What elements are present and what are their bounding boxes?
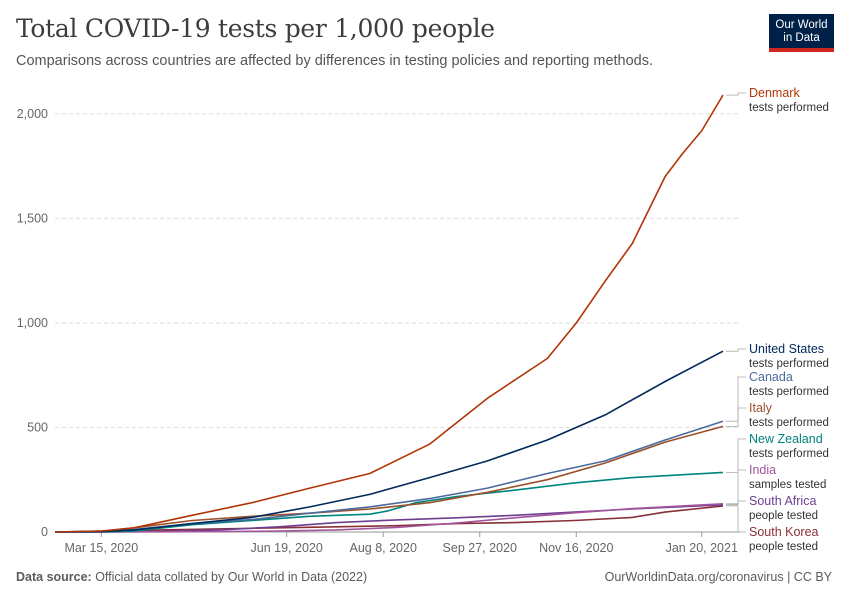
label-connector-india bbox=[726, 469, 746, 505]
y-tick-label: 1,500 bbox=[17, 211, 48, 225]
series-label-denmark[interactable]: Denmark bbox=[749, 86, 800, 100]
series-line-canada[interactable] bbox=[54, 420, 724, 533]
series-label-united-states[interactable]: United States bbox=[749, 342, 824, 356]
label-connector-canada bbox=[726, 376, 746, 422]
series-sublabel-italy: tests performed bbox=[749, 417, 829, 429]
series-line-india[interactable] bbox=[55, 503, 724, 533]
series-sublabel-south-korea: people tested bbox=[749, 541, 818, 553]
series-sublabel-new-zealand: tests performed bbox=[749, 448, 829, 460]
y-tick-label: 1,000 bbox=[17, 316, 48, 330]
data-source-label: Data source: bbox=[16, 570, 92, 584]
owid-logo[interactable]: Our World in Data bbox=[769, 14, 834, 52]
label-connector-united-states bbox=[726, 348, 746, 352]
x-tick-label: Jun 19, 2020 bbox=[251, 541, 323, 555]
y-tick-label: 0 bbox=[41, 525, 48, 539]
data-source-text: Official data collated by Our World in D… bbox=[91, 570, 368, 584]
series-label-india[interactable]: India bbox=[749, 463, 776, 477]
logo-line-2: in Data bbox=[783, 32, 820, 44]
series-line-south-korea[interactable] bbox=[54, 505, 724, 533]
x-tick-label: Nov 16, 2020 bbox=[539, 541, 613, 555]
label-connector-south-africa bbox=[726, 500, 746, 506]
series-line-new-zealand[interactable] bbox=[54, 471, 724, 533]
y-tick-label: 500 bbox=[27, 420, 48, 434]
series-sublabel-canada: tests performed bbox=[749, 386, 829, 398]
series-line-united-states[interactable] bbox=[54, 350, 724, 533]
series-label-canada[interactable]: Canada bbox=[749, 370, 793, 384]
chart-title: Total COVID-19 tests per 1,000 people bbox=[16, 14, 495, 43]
logo-accent-bar bbox=[769, 48, 834, 52]
label-connector-new-zealand bbox=[726, 438, 746, 473]
x-tick-label: Jan 20, 2021 bbox=[666, 541, 738, 555]
series-line-denmark[interactable] bbox=[54, 94, 724, 533]
series-sublabel-denmark: tests performed bbox=[749, 102, 829, 114]
x-tick-label: Mar 15, 2020 bbox=[64, 541, 138, 555]
source-link[interactable]: OurWorldinData.org/coronavirus | CC BY bbox=[604, 570, 832, 584]
series-sublabel-india: samples tested bbox=[749, 479, 826, 491]
label-connector-denmark bbox=[726, 92, 746, 96]
label-connector-italy bbox=[726, 407, 746, 427]
x-tick-label: Aug 8, 2020 bbox=[349, 541, 416, 555]
series-label-italy[interactable]: Italy bbox=[749, 401, 773, 415]
y-tick-label: 2,000 bbox=[17, 107, 48, 121]
series-label-south-korea[interactable]: South Korea bbox=[749, 525, 819, 539]
series-label-south-africa[interactable]: South Africa bbox=[749, 494, 816, 508]
chart-subtitle: Comparisons across countries are affecte… bbox=[16, 53, 654, 69]
series-sublabel-south-africa: people tested bbox=[749, 510, 818, 522]
logo-line-1: Our World bbox=[775, 19, 828, 31]
label-connector-south-korea bbox=[726, 505, 746, 533]
series-label-new-zealand[interactable]: New Zealand bbox=[749, 432, 823, 446]
x-tick-label: Sep 27, 2020 bbox=[443, 541, 517, 555]
series-sublabel-united-states: tests performed bbox=[749, 358, 829, 370]
data-source: Data source: Official data collated by O… bbox=[16, 570, 367, 584]
